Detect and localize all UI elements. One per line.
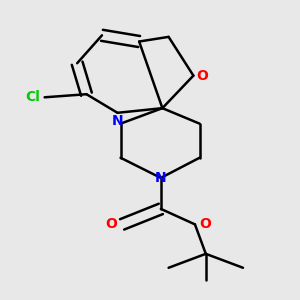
Text: O: O [200,218,211,231]
Text: O: O [196,69,208,82]
Text: O: O [106,218,118,231]
Text: N: N [112,114,123,128]
Text: N: N [155,171,167,185]
Text: Cl: Cl [25,90,40,104]
